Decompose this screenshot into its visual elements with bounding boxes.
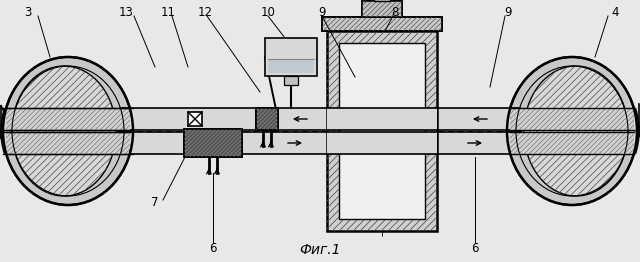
Bar — [120, 132, 530, 154]
Text: 9: 9 — [318, 6, 326, 19]
Bar — [510, 132, 634, 154]
Bar — [6, 132, 130, 154]
Text: 7: 7 — [151, 195, 159, 209]
Ellipse shape — [12, 66, 116, 196]
Ellipse shape — [12, 66, 116, 196]
Bar — [327, 31, 437, 231]
Bar — [507, 132, 637, 154]
Bar — [6, 132, 130, 154]
Bar — [188, 112, 202, 126]
Text: 13: 13 — [118, 6, 133, 19]
Bar — [362, 1, 402, 17]
Bar — [327, 132, 437, 154]
Bar — [256, 108, 278, 130]
Bar — [362, 1, 402, 17]
Bar — [184, 129, 242, 157]
Bar — [327, 108, 437, 130]
Ellipse shape — [507, 57, 637, 205]
Bar — [510, 108, 634, 130]
Bar — [268, 59, 314, 73]
Bar — [284, 76, 298, 85]
Text: 6: 6 — [471, 242, 479, 254]
Bar — [339, 43, 425, 219]
Bar — [6, 108, 130, 130]
Bar — [3, 132, 133, 154]
Text: 8: 8 — [391, 6, 399, 19]
Bar — [374, 0, 390, 1]
Bar — [184, 129, 242, 157]
Text: 12: 12 — [198, 6, 212, 19]
Text: 4: 4 — [611, 6, 619, 19]
Text: 3: 3 — [24, 6, 32, 19]
Bar — [322, 17, 442, 31]
Text: 9: 9 — [504, 6, 512, 19]
Bar — [120, 108, 530, 130]
Bar — [510, 132, 634, 154]
Ellipse shape — [524, 66, 628, 196]
Bar — [265, 38, 317, 76]
Bar — [362, 1, 402, 17]
Bar — [256, 108, 278, 130]
Bar — [510, 108, 634, 130]
Text: 10: 10 — [260, 6, 275, 19]
Bar — [6, 108, 130, 130]
Text: 6: 6 — [209, 242, 217, 254]
Text: Фиг.1: Фиг.1 — [300, 243, 340, 257]
Ellipse shape — [3, 57, 133, 205]
Bar — [507, 108, 637, 130]
Text: 11: 11 — [161, 6, 175, 19]
Bar — [327, 31, 437, 231]
Bar — [3, 108, 133, 130]
Bar — [322, 17, 442, 31]
Ellipse shape — [524, 66, 628, 196]
